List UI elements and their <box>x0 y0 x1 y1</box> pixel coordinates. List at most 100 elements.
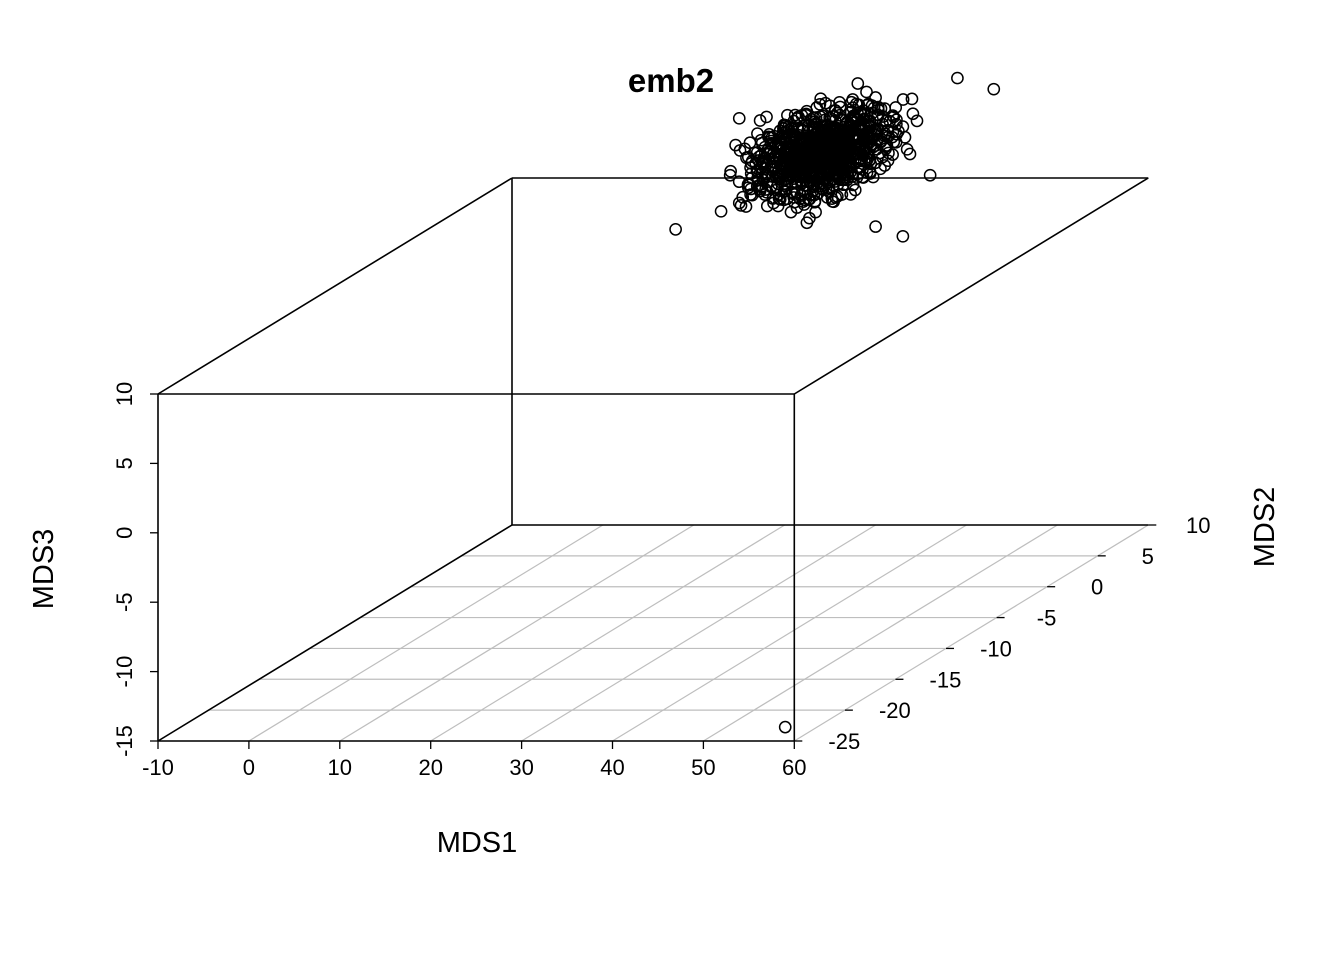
grid-line-x <box>703 524 1058 742</box>
data-point <box>817 158 831 172</box>
data-point <box>794 189 808 202</box>
y-tick-label: -10 <box>980 636 1012 661</box>
z-tick-label: 0 <box>112 527 137 539</box>
grid-line-x <box>793 524 1149 742</box>
data-point <box>834 137 848 150</box>
x-tick-label: 30 <box>509 755 533 780</box>
z-tick-label: 10 <box>112 382 137 406</box>
data-point <box>765 131 779 144</box>
data-point <box>851 154 865 168</box>
data-point <box>777 193 791 207</box>
data-point <box>788 188 802 201</box>
data-point <box>786 149 799 162</box>
data-point <box>828 104 842 117</box>
data-point <box>910 114 924 128</box>
data-point <box>799 161 813 175</box>
x-axis-title: MDS1 <box>437 827 518 859</box>
data-point <box>808 160 822 174</box>
data-point <box>846 169 859 183</box>
data-point <box>778 720 792 734</box>
data-point <box>785 122 798 136</box>
x-tick-label: -10 <box>142 755 174 780</box>
y-tick-label: -15 <box>930 667 962 692</box>
data-point <box>813 97 827 111</box>
data-point <box>842 143 855 157</box>
data-point <box>788 143 802 156</box>
grid-line-x <box>339 524 695 742</box>
data-point <box>803 192 817 206</box>
data-point <box>669 223 682 236</box>
data-point <box>783 129 796 143</box>
data-point <box>817 154 831 168</box>
x-tick-label: 0 <box>243 755 255 780</box>
box-edge <box>157 524 513 742</box>
data-point <box>820 120 834 133</box>
data-point <box>767 146 780 160</box>
data-point <box>739 200 753 213</box>
data-point <box>905 92 919 106</box>
data-point <box>875 124 889 138</box>
data-point <box>923 168 937 182</box>
data-point <box>831 190 844 203</box>
data-point <box>896 93 910 106</box>
data-point <box>771 177 785 191</box>
x-tick-label: 50 <box>691 755 715 780</box>
data-point <box>856 148 869 162</box>
data-point <box>809 205 822 219</box>
data-point <box>874 162 887 176</box>
data-point <box>724 164 737 178</box>
x-tick-label: 60 <box>782 755 806 780</box>
grid-line-x <box>430 524 786 742</box>
y-tick-label: -20 <box>879 698 911 723</box>
data-point <box>714 204 728 218</box>
data-point <box>809 111 823 124</box>
data-point <box>784 205 798 219</box>
data-point <box>783 163 797 176</box>
data-point <box>987 82 1001 96</box>
data-point <box>790 112 804 125</box>
grid-line-x <box>521 524 876 742</box>
y-axis-title: MDS2 <box>1249 487 1281 568</box>
y-tick-label: 0 <box>1091 575 1103 600</box>
data-point <box>800 175 813 188</box>
data-point <box>835 114 849 127</box>
data-point <box>826 155 840 169</box>
data-point <box>797 168 811 181</box>
data-point <box>734 199 748 212</box>
data-point <box>844 188 858 201</box>
y-tick-label: -25 <box>828 729 860 754</box>
data-point <box>753 182 767 196</box>
y-tick-label: 10 <box>1186 513 1210 538</box>
data-point <box>823 143 837 157</box>
data-point <box>838 173 851 186</box>
data-point <box>771 170 785 183</box>
data-point <box>753 114 767 127</box>
data-point <box>789 151 803 165</box>
data-point <box>846 101 860 115</box>
data-point <box>832 153 845 167</box>
chart-title: emb2 <box>628 62 714 99</box>
data-point <box>765 152 779 166</box>
data-point <box>851 77 865 90</box>
z-tick-label: 5 <box>112 457 137 469</box>
data-point <box>756 173 770 187</box>
box-edge <box>793 177 1149 395</box>
data-point <box>769 139 783 152</box>
data-point <box>805 136 819 150</box>
data-point <box>723 168 737 182</box>
grid-line-x <box>248 524 604 742</box>
x-tick-label: 20 <box>418 755 442 780</box>
data-point <box>804 188 817 202</box>
box-edge <box>157 177 513 395</box>
z-tick-label: -15 <box>112 725 137 757</box>
data-point <box>881 123 895 137</box>
z-axis-title: MDS3 <box>28 529 60 610</box>
data-point <box>744 161 757 174</box>
y-tick-label: 5 <box>1142 544 1154 569</box>
data-points <box>669 71 1001 734</box>
data-point <box>896 229 910 243</box>
data-point <box>951 71 964 85</box>
data-point <box>858 108 871 122</box>
data-point <box>732 111 746 125</box>
data-point <box>741 178 755 191</box>
